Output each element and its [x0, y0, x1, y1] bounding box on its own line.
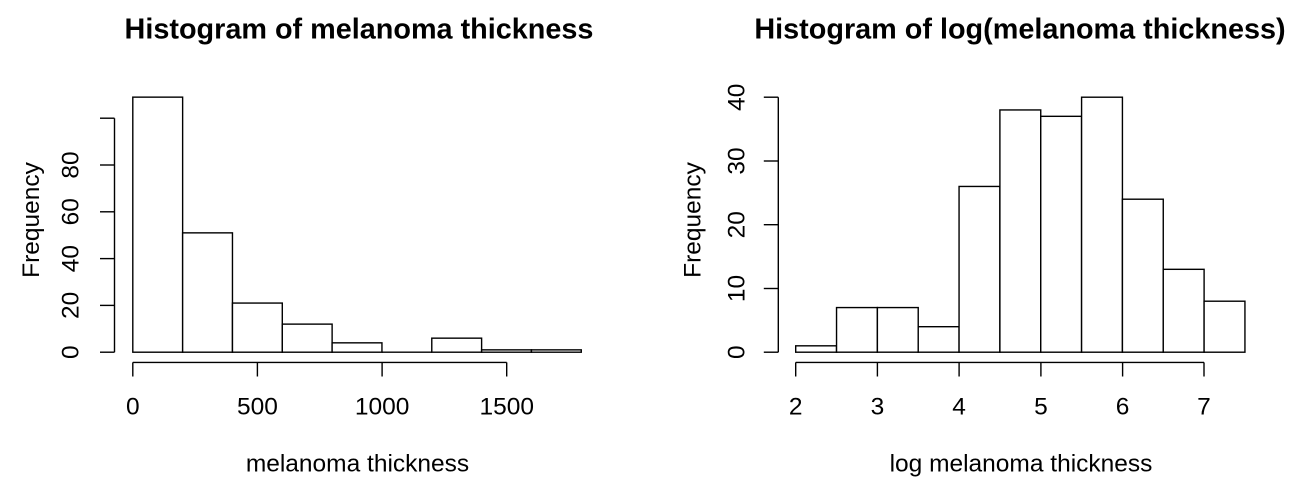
- svg-text:4: 4: [952, 393, 966, 420]
- svg-text:500: 500: [237, 393, 278, 420]
- svg-text:10: 10: [724, 275, 751, 302]
- svg-text:40: 40: [724, 84, 751, 111]
- svg-text:80: 80: [58, 151, 85, 178]
- svg-text:1500: 1500: [479, 393, 534, 420]
- svg-text:Histogram of log(melanoma thic: Histogram of log(melanoma thickness): [754, 14, 1285, 46]
- svg-text:0: 0: [126, 393, 140, 420]
- svg-text:Frequency: Frequency: [18, 161, 45, 278]
- svg-text:melanoma thickness: melanoma thickness: [246, 451, 469, 478]
- svg-text:30: 30: [724, 147, 751, 174]
- svg-text:20: 20: [58, 292, 85, 319]
- svg-text:0: 0: [724, 345, 751, 359]
- svg-text:3: 3: [871, 393, 885, 420]
- svg-text:Histogram of melanoma thicknes: Histogram of melanoma thickness: [125, 14, 594, 46]
- svg-text:20: 20: [724, 211, 751, 238]
- svg-text:7: 7: [1197, 393, 1211, 420]
- svg-text:60: 60: [58, 198, 85, 225]
- svg-text:Frequency: Frequency: [680, 161, 707, 278]
- svg-text:6: 6: [1116, 393, 1130, 420]
- svg-text:5: 5: [1034, 393, 1048, 420]
- svg-text:2: 2: [789, 393, 803, 420]
- svg-text:log melanoma thickness: log melanoma thickness: [890, 451, 1153, 478]
- svg-text:0: 0: [58, 345, 85, 359]
- svg-text:1000: 1000: [355, 393, 410, 420]
- svg-text:40: 40: [58, 245, 85, 272]
